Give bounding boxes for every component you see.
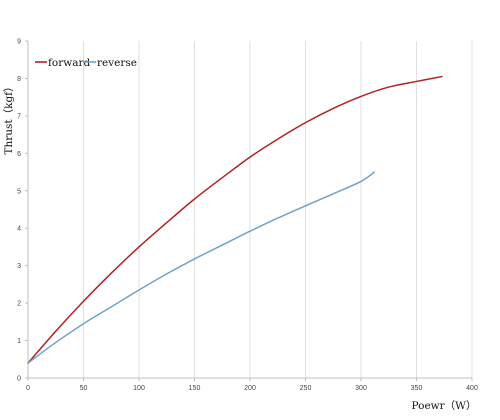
grid (83, 41, 473, 378)
y-tick-label-8: 8 (17, 76, 21, 83)
x-tick-label-400: 400 (466, 385, 478, 392)
y-tick-label-6: 6 (17, 151, 21, 158)
y-tick-label-1: 1 (17, 338, 21, 345)
x-tick-label-250: 250 (300, 385, 312, 392)
x-tick-label-300: 300 (355, 385, 367, 392)
x-tick-label-100: 100 (133, 385, 145, 392)
tick-labels: 0 1 2 3 4 5 6 7 8 9 0 50 100 150 200 250 300 350 400 (17, 39, 478, 393)
y-tick-label-0: 0 (17, 376, 21, 383)
legend-label-reverse: reverse (97, 57, 137, 69)
axes (25, 40, 473, 381)
x-tick-label-0: 0 (26, 385, 30, 392)
legend: forward reverse (35, 57, 137, 69)
series-lines (27, 75, 443, 364)
legend-label-forward: forward (48, 57, 90, 69)
y-tick-label-3: 3 (17, 263, 21, 270)
series-line-reverse (27, 171, 376, 364)
y-tick-label-5: 5 (17, 188, 21, 195)
x-tick-label-200: 200 (244, 385, 256, 392)
x-tick-label-150: 150 (189, 385, 201, 392)
x-tick-label-350: 350 (411, 385, 423, 392)
y-tick-label-2: 2 (17, 301, 21, 308)
y-tick-label-7: 7 (17, 113, 21, 120)
x-axis-title: Poewr（W） (412, 400, 477, 412)
x-tick-label-50: 50 (80, 385, 88, 392)
y-tick-label-4: 4 (17, 226, 21, 233)
y-tick-label-9: 9 (17, 39, 21, 46)
series-line-forward (27, 75, 443, 364)
y-axis-title: Thrust（kgf） (3, 81, 15, 154)
